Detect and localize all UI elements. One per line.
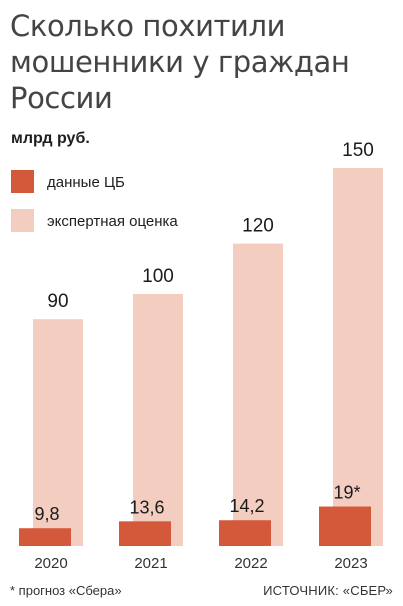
legend-label-expert: экспертная оценка bbox=[47, 213, 178, 230]
label-expert-2023: 150 bbox=[342, 140, 374, 161]
source-note: ИСТОЧНИК: «СБЕР» bbox=[263, 583, 393, 598]
chart-title: Сколько похитили мошенники у граждан Рос… bbox=[10, 9, 350, 115]
bar-expert-2022 bbox=[233, 243, 283, 546]
legend-item-expert: экспертная оценка bbox=[11, 209, 251, 233]
label-cb-2023: 19* bbox=[333, 483, 360, 503]
footnote: * прогноз «Сбера» bbox=[10, 583, 122, 598]
tick-label-2021: 2021 bbox=[134, 555, 167, 572]
tick-label-2022: 2022 bbox=[234, 555, 267, 572]
bar-cb-2021 bbox=[119, 521, 171, 546]
bar-cb-2022 bbox=[219, 520, 271, 546]
label-expert-2021: 100 bbox=[142, 266, 174, 287]
legend-item-cb: данные ЦБ bbox=[11, 170, 251, 194]
label-cb-2021: 13,6 bbox=[129, 497, 164, 517]
bar-expert-2021 bbox=[133, 294, 183, 546]
legend-swatch-cb bbox=[11, 170, 34, 193]
label-cb-2022: 14,2 bbox=[229, 496, 264, 516]
bar-cb-2020 bbox=[19, 528, 71, 546]
tick-label-2020: 2020 bbox=[34, 555, 67, 572]
legend-label-cb: данные ЦБ bbox=[47, 174, 125, 191]
label-cb-2020: 9,8 bbox=[34, 504, 59, 524]
legend-swatch-expert bbox=[11, 209, 34, 232]
legend: данные ЦБ экспертная оценка bbox=[11, 170, 251, 248]
bar-expert-2020 bbox=[33, 319, 83, 546]
label-expert-2022: 120 bbox=[242, 216, 274, 237]
tick-label-2023: 2023 bbox=[334, 555, 367, 572]
bar-cb-2023 bbox=[319, 506, 371, 546]
unit-label: млрд руб. bbox=[11, 130, 90, 147]
bar-expert-2023 bbox=[333, 168, 383, 546]
label-expert-2020: 90 bbox=[47, 291, 68, 312]
